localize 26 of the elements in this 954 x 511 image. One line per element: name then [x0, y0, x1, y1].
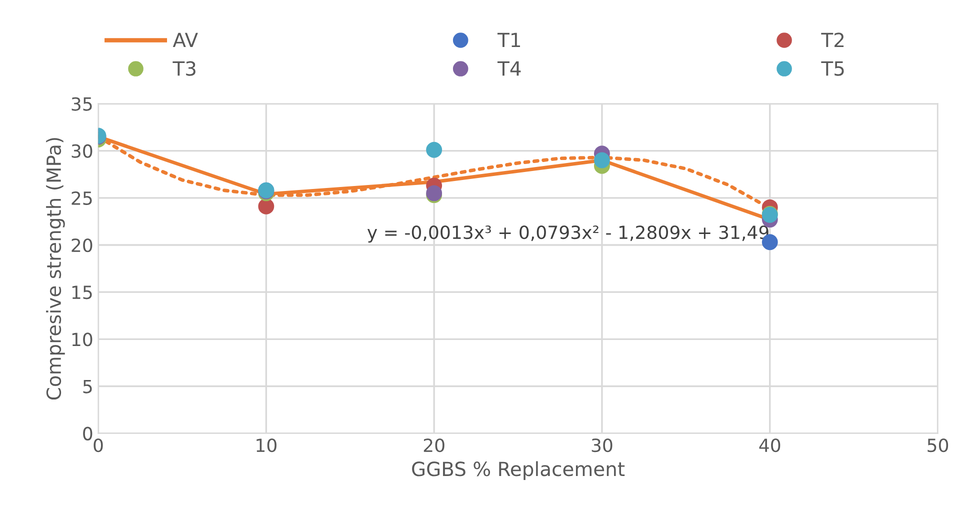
y-tick-label: 20 — [72, 238, 92, 252]
legend-label: T2 — [821, 32, 844, 48]
legend-label: T3 — [172, 61, 196, 76]
point — [258, 198, 274, 214]
point — [594, 152, 610, 168]
y-tick-label: 0 — [83, 426, 92, 440]
y-tick-label: 5 — [83, 380, 92, 394]
y-tick-label: 25 — [72, 191, 92, 206]
point — [426, 142, 442, 158]
y-tick-label: 15 — [72, 286, 92, 300]
legend-label: T5 — [821, 61, 844, 76]
legend-label: T4 — [497, 61, 521, 76]
y-axis-title: Compresive strength (MPa) — [46, 138, 65, 400]
legend-label: AV — [172, 32, 198, 48]
x-tick-label: 20 — [424, 438, 444, 452]
x-tick-label: 40 — [759, 438, 780, 452]
legend-label: T1 — [497, 32, 520, 48]
y-tick-label: 35 — [72, 97, 92, 111]
x-tick-label: 50 — [928, 438, 948, 452]
x-tick-label: 10 — [256, 438, 276, 452]
x-tick-label: 0 — [94, 438, 103, 452]
annotation: y = -0,0013x³ + 0,0793x² - 1,2809x + 31,49 — [367, 226, 768, 243]
y-tick-label: 30 — [72, 144, 92, 158]
y-tick-label: 10 — [72, 332, 92, 346]
x-axis-title: GGBS % Replacement — [412, 461, 625, 480]
x-tick-label: 30 — [592, 438, 612, 452]
